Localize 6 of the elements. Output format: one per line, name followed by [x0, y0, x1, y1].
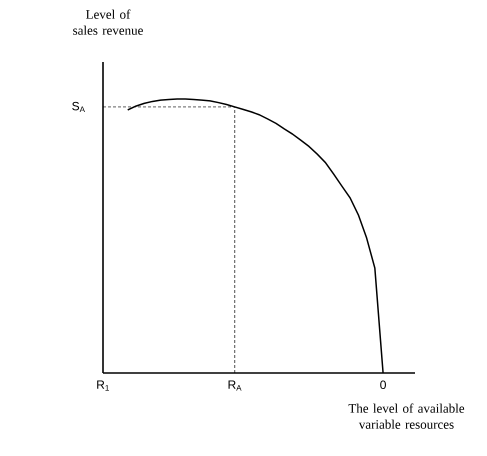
ref-line-label: S$_{A}$ — [72, 102, 85, 112]
y-axis-title: Level of sales revenue — [73, 10, 143, 35]
x-axis-title: The level of available variable resources — [348, 404, 464, 429]
x-tick-label: 0 — [380, 380, 386, 390]
x-tick-label: R$_{1}$ — [97, 380, 109, 391]
x-tick-label: R$_{A}$ — [228, 380, 242, 391]
